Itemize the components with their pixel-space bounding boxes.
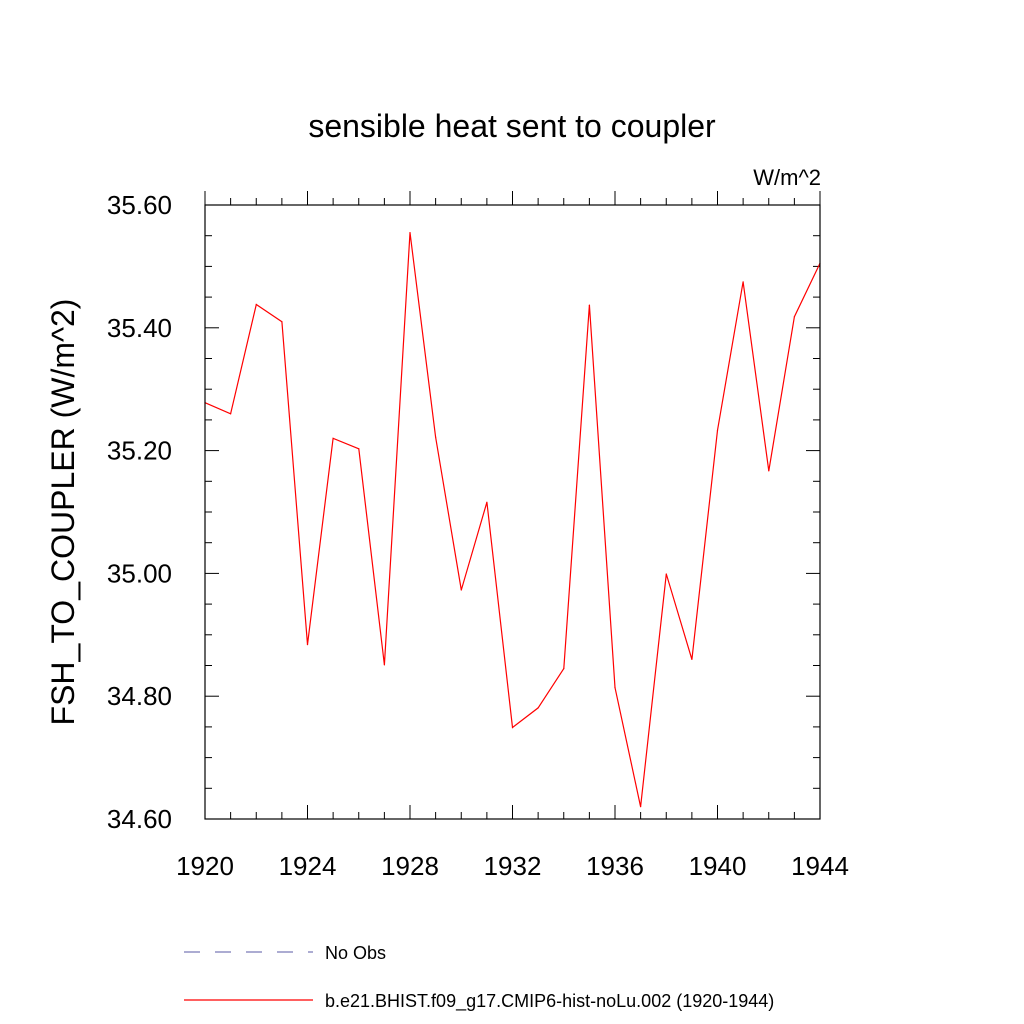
x-tick-label: 1944	[791, 851, 849, 881]
data-point	[793, 316, 796, 318]
data-point	[230, 413, 232, 415]
data-point	[716, 429, 719, 431]
data-point	[486, 501, 488, 503]
data-point	[383, 664, 385, 666]
plot-frame	[204, 204, 821, 820]
data-point	[537, 707, 539, 709]
series-layer	[204, 232, 821, 808]
y-tick-label: 35.20	[107, 436, 172, 466]
x-tick-label: 1924	[279, 851, 337, 881]
x-tick-label: 1932	[484, 851, 542, 881]
data-point	[281, 321, 283, 323]
data-point	[460, 589, 462, 591]
data-point	[640, 806, 642, 808]
x-tick-label: 1936	[586, 851, 644, 881]
legend: No Obs b.e21.BHIST.f09_g17.CMIP6-hist-noL…	[184, 943, 774, 1012]
data-point	[511, 726, 514, 729]
x-tick-label: 1920	[176, 851, 234, 881]
data-point	[255, 303, 257, 306]
data-point	[332, 437, 334, 439]
y-tick-label: 34.80	[107, 681, 172, 711]
data-point	[665, 573, 667, 575]
chart-title: sensible heat sent to coupler	[308, 108, 716, 144]
data-point	[742, 281, 744, 283]
y-tick-label: 34.60	[107, 804, 172, 834]
data-point	[306, 644, 309, 646]
x-tick-label: 1928	[381, 851, 439, 881]
series-line	[204, 232, 821, 807]
data-point	[614, 687, 616, 689]
legend-label: b.e21.BHIST.f09_g17.CMIP6-hist-noLu.002 …	[325, 991, 774, 1012]
legend-label: No Obs	[325, 943, 386, 963]
data-point	[563, 668, 565, 670]
y-tick-label: 35.60	[107, 190, 172, 220]
data-point	[768, 470, 770, 472]
y-tick-labels: 34.60 34.80 35.00 35.20 35.40 35.60	[107, 190, 172, 834]
data-point	[435, 436, 437, 438]
units-label: W/m^2	[753, 165, 821, 190]
x-tick-labels: 1920 1924 1928 1932 1936 1940 1944	[176, 851, 849, 881]
data-point	[691, 658, 693, 661]
y-axis-label: FSH_TO_COUPLER (W/m^2)	[45, 299, 81, 726]
data-point	[358, 448, 360, 450]
y-tick-label: 35.40	[107, 313, 172, 343]
x-tick-label: 1940	[689, 851, 747, 881]
data-point	[409, 232, 411, 234]
y-tick-label: 35.00	[107, 558, 172, 588]
data-point	[588, 304, 591, 306]
